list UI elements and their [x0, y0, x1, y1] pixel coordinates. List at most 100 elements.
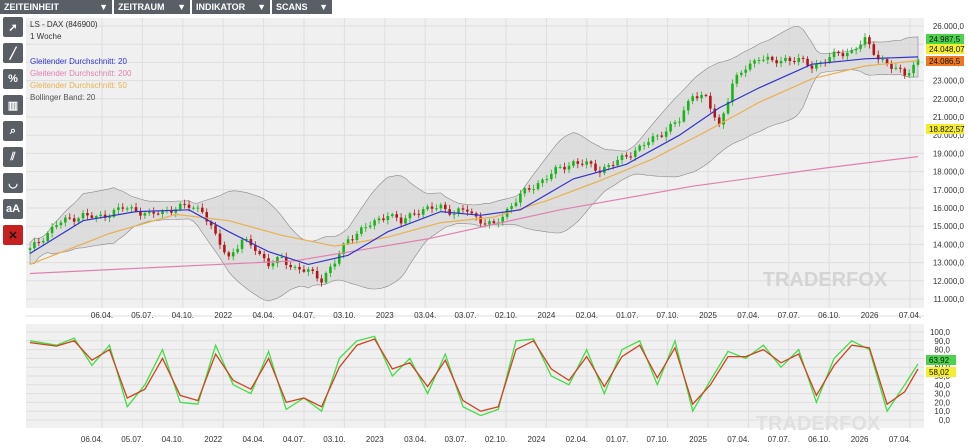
- delete-drawings-button[interactable]: ✕: [3, 225, 23, 245]
- candle-body: [872, 44, 876, 55]
- y-tick-label: 18.000,0: [933, 168, 965, 177]
- tag-ma200: 18.822,57: [929, 125, 965, 134]
- x-tick-label: 06.04.: [91, 311, 113, 320]
- x-tick-label: 07.10.: [646, 435, 668, 444]
- menu-indikator[interactable]: INDIKATOR ▼: [192, 0, 270, 14]
- candle-body: [174, 209, 178, 213]
- menu-zeiteinheit[interactable]: ZEITEINHEIT ▼: [0, 0, 112, 14]
- percent-tool-button[interactable]: %: [3, 69, 23, 89]
- ma20-line: [29, 56, 919, 266]
- candle-body: [876, 54, 880, 60]
- candle-body: [50, 226, 54, 234]
- candle-body: [152, 211, 156, 214]
- candle-body: [360, 227, 363, 234]
- candle-body: [293, 266, 297, 268]
- candle-body: [72, 218, 76, 222]
- y-tick-label: 20,0: [934, 398, 950, 407]
- candle-body: [700, 94, 703, 99]
- moving-averages: [29, 56, 919, 275]
- x-tick-label: 07.04.: [889, 435, 911, 444]
- candle-body: [784, 57, 787, 62]
- curve-tool-icon: ◡: [8, 177, 18, 190]
- candle-body: [240, 239, 244, 249]
- candle-body: [457, 208, 460, 214]
- candle-body: [907, 73, 911, 76]
- x-tick-label: 03.04.: [414, 311, 436, 320]
- candle-body: [227, 252, 231, 257]
- candle-body: [262, 253, 266, 259]
- candles-tool-button[interactable]: ▥: [3, 95, 23, 115]
- text-tool-button[interactable]: aA: [3, 199, 23, 219]
- candle-body: [572, 161, 575, 166]
- candle-body: [916, 59, 920, 65]
- cursor-tool-button[interactable]: ➚: [3, 17, 23, 37]
- candle-body: [523, 188, 527, 194]
- candle-body: [801, 57, 805, 59]
- candle-body: [55, 225, 58, 227]
- candle-body: [86, 213, 89, 216]
- candle-body: [762, 59, 765, 61]
- tag-stoch-k-bg: [926, 355, 956, 365]
- candle-body: [766, 56, 770, 60]
- candle-body: [373, 220, 376, 226]
- x-tick-label: 06.04.: [81, 435, 103, 444]
- y-tick-label: 30,0: [934, 390, 950, 399]
- candle-body: [143, 213, 147, 216]
- curve-tool-button[interactable]: ◡: [3, 173, 23, 193]
- x-tick-label: 2026: [861, 311, 879, 320]
- candle-body: [554, 167, 558, 174]
- candle-body: [550, 173, 553, 180]
- candle-body: [439, 204, 443, 209]
- tag-upper-bg: [926, 34, 964, 44]
- x-tick-label: 07.10.: [656, 311, 678, 320]
- candle-body: [739, 72, 743, 75]
- candle-body: [41, 240, 45, 243]
- candle-body: [435, 208, 438, 210]
- cursor-icon: ➚: [8, 21, 18, 34]
- candle-body: [899, 67, 902, 69]
- candle-body: [709, 95, 712, 109]
- candle-body: [99, 214, 102, 217]
- x-tick-label: 04.04.: [252, 311, 274, 320]
- candle-body: [510, 206, 513, 209]
- candle-body: [594, 163, 597, 171]
- menu-scans[interactable]: SCANS ▼: [272, 0, 332, 14]
- candle-body: [678, 121, 681, 123]
- candle-body: [192, 207, 195, 209]
- stochastic-lines: [29, 335, 919, 417]
- candle-body: [488, 221, 491, 225]
- candle-body: [28, 248, 32, 251]
- candle-body: [527, 188, 531, 190]
- candle-body: [156, 213, 160, 215]
- candle-body: [585, 161, 588, 165]
- chevron-down-icon: ▼: [319, 2, 328, 12]
- channel-tool-button[interactable]: ⫽: [3, 147, 23, 167]
- candle-body: [200, 207, 204, 213]
- candle-body: [395, 214, 398, 218]
- candle-body: [59, 222, 63, 226]
- candle-body: [770, 56, 774, 61]
- x-tick-label: 04.10.: [172, 311, 194, 320]
- menu-label: ZEITEINHEIT: [4, 2, 60, 12]
- candle-body: [881, 59, 884, 61]
- line-tool-button[interactable]: ╱: [3, 43, 23, 63]
- candle-body: [519, 193, 522, 203]
- candle-body: [558, 166, 562, 168]
- candle-body: [271, 263, 275, 267]
- y-tick-label: 16.000,0: [933, 204, 965, 213]
- tag-current: 24.048,07: [929, 45, 965, 54]
- x-tick-label: 02.10.: [495, 311, 517, 320]
- axes: 06.04. 06.04. 05.07. 05.07. 04.10. 04.10. 2022…: [81, 22, 965, 444]
- zoom-tool-button[interactable]: ⌕: [3, 121, 23, 141]
- candle-body: [125, 208, 129, 210]
- candle-body: [245, 239, 248, 241]
- menu-zeitraum[interactable]: ZEITRAUM ▼: [114, 0, 190, 14]
- x-tick-label: 06.10.: [808, 435, 830, 444]
- x-tick-label: 07.04.: [737, 311, 759, 320]
- candle-body: [846, 52, 849, 57]
- candle-body: [691, 96, 694, 101]
- candle-body: [46, 233, 49, 241]
- candle-body: [722, 113, 725, 125]
- candle-body: [885, 59, 889, 64]
